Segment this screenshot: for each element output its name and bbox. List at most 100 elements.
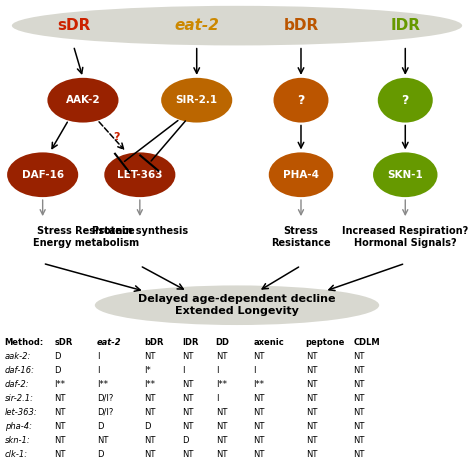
Text: clk-1:: clk-1:	[5, 450, 28, 459]
Text: NT: NT	[145, 450, 156, 459]
Ellipse shape	[95, 285, 379, 325]
Text: I**: I**	[216, 380, 227, 389]
Text: NT: NT	[55, 394, 66, 403]
Text: Protein synthesis: Protein synthesis	[92, 226, 188, 236]
Text: NT: NT	[353, 352, 365, 361]
Text: I: I	[254, 366, 256, 375]
Text: daf-2:: daf-2:	[5, 380, 29, 389]
Ellipse shape	[12, 6, 462, 46]
Text: I: I	[97, 352, 100, 361]
Text: axenic: axenic	[254, 338, 284, 347]
Text: NT: NT	[216, 450, 227, 459]
Text: NT: NT	[55, 422, 66, 431]
Text: SIR-2.1: SIR-2.1	[176, 95, 218, 105]
Text: NT: NT	[145, 394, 156, 403]
Ellipse shape	[378, 78, 433, 123]
Text: Method:: Method:	[5, 338, 44, 347]
Text: NT: NT	[145, 352, 156, 361]
Text: NT: NT	[55, 436, 66, 445]
Text: NT: NT	[306, 380, 317, 389]
Text: D: D	[145, 422, 151, 431]
Text: NT: NT	[353, 422, 365, 431]
Text: NT: NT	[306, 394, 317, 403]
Text: skn-1:: skn-1:	[5, 436, 30, 445]
Ellipse shape	[273, 78, 328, 123]
Text: aak-2:: aak-2:	[5, 352, 31, 361]
Text: D/I?: D/I?	[97, 394, 114, 403]
Text: D: D	[182, 436, 189, 445]
Text: NT: NT	[216, 408, 227, 417]
Text: NT: NT	[306, 366, 317, 375]
Text: NT: NT	[182, 450, 194, 459]
Text: daf-16:: daf-16:	[5, 366, 35, 375]
Text: NT: NT	[145, 408, 156, 417]
Text: ?: ?	[113, 132, 119, 143]
Text: NT: NT	[353, 380, 365, 389]
Text: Delayed age-dependent decline
Extended Longevity: Delayed age-dependent decline Extended L…	[138, 295, 336, 316]
Text: NT: NT	[306, 450, 317, 459]
Text: AAK-2: AAK-2	[65, 95, 100, 105]
Text: NT: NT	[254, 394, 265, 403]
Text: IDR: IDR	[390, 18, 420, 33]
Text: LET-363: LET-363	[117, 170, 163, 180]
Text: NT: NT	[182, 394, 194, 403]
Text: NT: NT	[306, 352, 317, 361]
Text: I**: I**	[97, 380, 108, 389]
Text: eat-2: eat-2	[174, 18, 219, 33]
Text: CDLM: CDLM	[353, 338, 380, 347]
Text: sir-2.1:: sir-2.1:	[5, 394, 34, 403]
Text: sDR: sDR	[55, 338, 73, 347]
Text: Stress
Resistance: Stress Resistance	[271, 226, 331, 247]
Text: D: D	[55, 352, 61, 361]
Text: I: I	[216, 394, 218, 403]
Text: let-363:: let-363:	[5, 408, 37, 417]
Text: D/I?: D/I?	[97, 408, 114, 417]
Text: NT: NT	[353, 450, 365, 459]
Text: DAF-16: DAF-16	[22, 170, 64, 180]
Text: NT: NT	[97, 436, 109, 445]
Text: NT: NT	[55, 408, 66, 417]
Ellipse shape	[104, 152, 175, 197]
Text: I*: I*	[145, 366, 151, 375]
Text: peptone: peptone	[306, 338, 345, 347]
Text: NT: NT	[55, 450, 66, 459]
Ellipse shape	[269, 152, 333, 197]
Text: SKN-1: SKN-1	[387, 170, 423, 180]
Ellipse shape	[47, 78, 118, 123]
Text: sDR: sDR	[57, 18, 90, 33]
Text: bDR: bDR	[283, 18, 319, 33]
Text: I**: I**	[55, 380, 65, 389]
Text: I: I	[216, 366, 218, 375]
Text: Stress Resistance
Energy metabolism: Stress Resistance Energy metabolism	[33, 226, 139, 247]
Text: eat-2: eat-2	[97, 338, 122, 347]
Text: DD: DD	[216, 338, 230, 347]
Text: IDR: IDR	[182, 338, 199, 347]
Text: NT: NT	[306, 408, 317, 417]
Text: I: I	[182, 366, 185, 375]
Text: NT: NT	[306, 436, 317, 445]
Text: I**: I**	[145, 380, 155, 389]
Text: NT: NT	[145, 436, 156, 445]
Text: NT: NT	[254, 436, 265, 445]
Text: bDR: bDR	[145, 338, 164, 347]
Text: NT: NT	[182, 422, 194, 431]
Text: NT: NT	[216, 352, 227, 361]
Text: pha-4:: pha-4:	[5, 422, 32, 431]
Text: NT: NT	[254, 408, 265, 417]
Text: NT: NT	[182, 352, 194, 361]
Ellipse shape	[373, 152, 438, 197]
Text: NT: NT	[353, 436, 365, 445]
Text: D: D	[55, 366, 61, 375]
Text: NT: NT	[216, 436, 227, 445]
Text: NT: NT	[353, 394, 365, 403]
Text: NT: NT	[182, 380, 194, 389]
Text: I**: I**	[254, 380, 264, 389]
Text: NT: NT	[254, 422, 265, 431]
Text: D: D	[97, 422, 104, 431]
Text: NT: NT	[216, 422, 227, 431]
Text: NT: NT	[353, 408, 365, 417]
Text: ?: ?	[401, 94, 409, 107]
Text: PHA-4: PHA-4	[283, 170, 319, 180]
Text: NT: NT	[254, 352, 265, 361]
Text: NT: NT	[306, 422, 317, 431]
